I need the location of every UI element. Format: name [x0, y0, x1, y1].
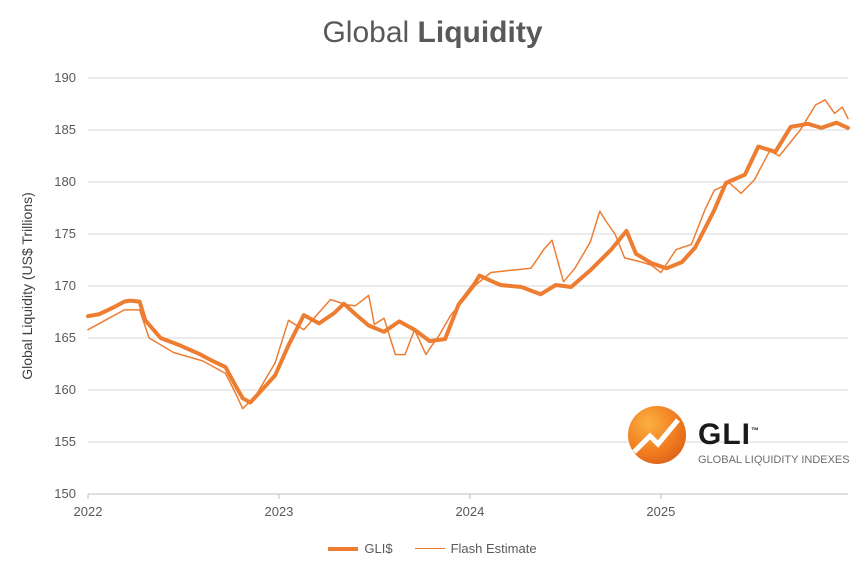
chart-title: Global Liquidity [0, 16, 865, 50]
gli-logo-tagline: GLOBAL LIQUIDITY INDEXES [698, 454, 850, 466]
legend-swatch [414, 547, 445, 550]
legend: GLI$ Flash Estimate [0, 541, 865, 556]
legend-label: GLI$ [364, 541, 393, 556]
y-tick-label: 170 [54, 278, 76, 293]
title-normal: Global [322, 16, 410, 49]
gli-logo-text: GLI™ [698, 418, 760, 451]
y-tick-label: 185 [54, 122, 76, 137]
y-tick-label: 150 [54, 486, 76, 501]
y-tick-label: 160 [54, 382, 76, 397]
y-axis-label: Global Liquidity (US$ Trillions) [19, 192, 35, 380]
x-tick-label: 2024 [455, 504, 484, 519]
legend-item-flash: Flash Estimate [414, 541, 537, 556]
y-tick-label: 165 [54, 330, 76, 345]
gli-logo-ball-icon [628, 406, 686, 464]
x-tick-label: 2023 [264, 504, 293, 519]
legend-label: Flash Estimate [450, 541, 537, 556]
series-line-gli [86, 120, 850, 405]
y-tick-label: 190 [54, 70, 76, 85]
legend-swatch [328, 546, 359, 551]
x-tick-label: 2025 [646, 504, 675, 519]
y-tick-label: 155 [54, 434, 76, 449]
gli-logo: GLI™ GLOBAL LIQUIDITY INDEXES [628, 404, 858, 474]
y-tick-label: 180 [54, 174, 76, 189]
y-tick-label: 175 [54, 226, 76, 241]
title-bold: Liquidity [417, 16, 543, 49]
x-tick-label: 2022 [74, 504, 103, 519]
series-line-flash-estimate [87, 99, 849, 410]
legend-item-gli: GLI$ [328, 541, 393, 556]
